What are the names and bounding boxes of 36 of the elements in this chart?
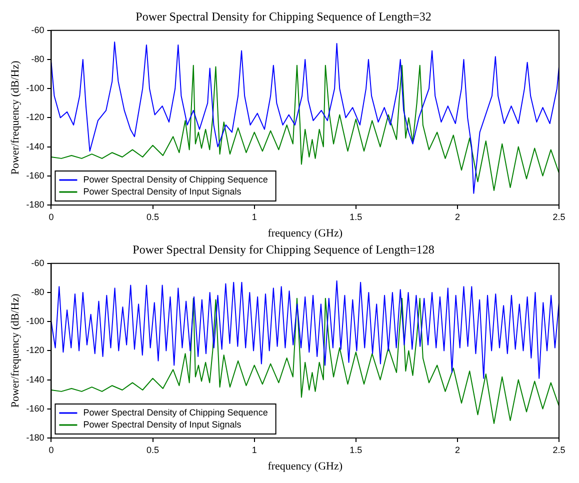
x-tick-label: 1: [252, 444, 257, 455]
x-tick-label: 1: [252, 212, 257, 222]
y-axis-title: Power/frequency (dB/Hz): [9, 60, 22, 175]
x-tick-label: 2.5: [552, 212, 566, 222]
y-tick-label: -80: [31, 286, 44, 297]
y-tick-label: -120: [26, 112, 44, 122]
y-tick-label: -180: [26, 199, 44, 210]
legend-label: Power Spectral Density of Chipping Sequence: [83, 407, 268, 418]
legend-label: Power Spectral Density of Input Signals: [83, 419, 242, 430]
x-tick-label: 0: [48, 444, 54, 455]
y-tick-label: -80: [31, 54, 44, 64]
x-axis-title: frequency (GHz): [268, 227, 343, 240]
y-tick-label: -160: [26, 170, 44, 180]
y-tick-label: -60: [31, 24, 44, 35]
x-tick-label: 1.5: [350, 212, 362, 222]
y-tick-label: -160: [26, 403, 44, 414]
x-tick-label: 1.5: [350, 444, 362, 455]
y-tick-label: -120: [26, 345, 44, 356]
y-tick-label: -140: [26, 141, 44, 152]
y-axis-title: Power/frequency (dB/Hz): [9, 293, 22, 408]
chart-title: Power Spectral Density for Chipping Sequence of Length=128: [132, 242, 434, 256]
y-tick-label: -60: [31, 258, 44, 268]
x-tick-label: 0.5: [146, 444, 160, 455]
x-tick-label: 0.5: [146, 212, 160, 222]
legend-label: Power Spectral Density of Input Signals: [83, 186, 242, 196]
y-tick-label: -100: [26, 83, 44, 94]
x-axis-title: frequency (GHz): [268, 460, 343, 472]
y-tick-label: -180: [26, 432, 44, 442]
y-tick-label: -140: [26, 374, 44, 384]
x-tick-label: 2: [454, 212, 460, 222]
y-tick-label: -100: [26, 316, 44, 326]
legend-label: Power Spectral Density of Chipping Sequence: [83, 174, 268, 184]
x-tick-label: 2: [454, 444, 460, 455]
x-tick-label: 0: [48, 212, 54, 222]
chart-title: Power Spectral Density for Chipping Sequence of Length=32: [136, 9, 432, 24]
x-tick-label: 2.5: [552, 444, 566, 455]
